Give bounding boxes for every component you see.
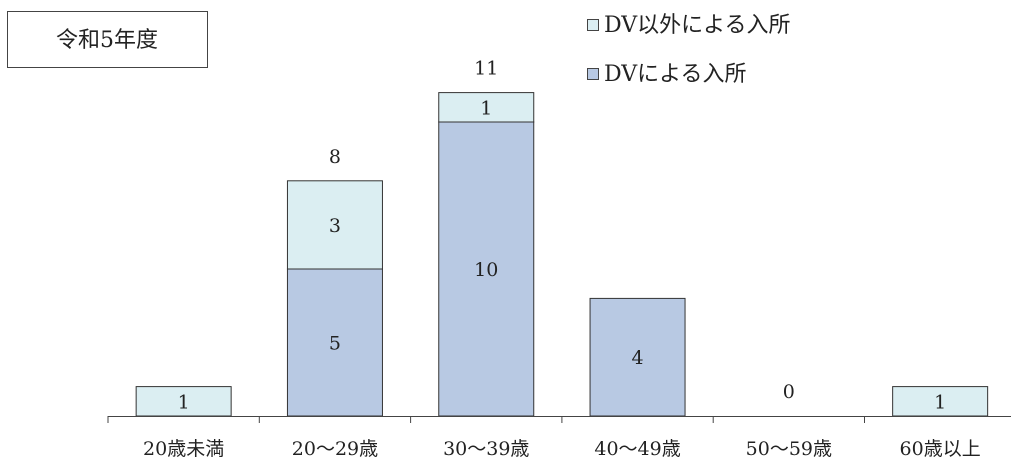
legend-label-non-dv: DV以外による入所 (604, 13, 790, 38)
segment-value-label: 5 (329, 333, 341, 355)
x-axis: 20歳未満 20～29歳 30～39歳 40～49歳 50～59歳 60歳以上 (107, 416, 1011, 460)
legend: DV以外による入所 DVによる入所 (587, 13, 790, 87)
bar-segment (135, 386, 232, 417)
total-value-label: 0 (783, 381, 795, 403)
x-tick-label: 60歳以上 (900, 438, 981, 460)
total-value-label: 8 (329, 146, 341, 168)
title-box (7, 11, 208, 68)
bar-segment (438, 121, 535, 417)
x-tick-label: 40～49歳 (594, 438, 680, 460)
segment-value-label: 1 (178, 391, 190, 413)
x-tick-label: 20歳未満 (143, 438, 224, 460)
segment-value-label: 1 (934, 391, 946, 413)
legend-swatch-non-dv (587, 19, 599, 31)
x-tick-label: 50～59歳 (746, 438, 832, 460)
bars-layer (135, 92, 989, 417)
total-value-label: 11 (474, 58, 498, 80)
segment-value-label: 3 (329, 215, 341, 237)
bar-segment (286, 180, 383, 270)
bar-segment (438, 92, 535, 123)
legend-label-dv: DVによる入所 (604, 62, 746, 87)
chart-title: 令和5年度 (56, 28, 158, 53)
legend-swatch-dv (587, 68, 599, 80)
segment-value-label: 4 (632, 347, 644, 369)
x-tick-label: 20～29歳 (292, 438, 378, 460)
bar-segment (892, 386, 989, 417)
segment-value-label: 1 (480, 97, 492, 119)
x-tick-label: 30～39歳 (443, 438, 529, 460)
segment-value-label: 10 (474, 259, 498, 281)
